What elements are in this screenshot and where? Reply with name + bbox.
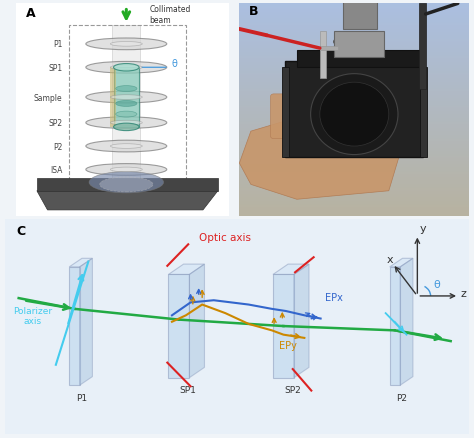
Ellipse shape bbox=[86, 117, 167, 129]
Polygon shape bbox=[390, 259, 413, 267]
Ellipse shape bbox=[86, 141, 167, 152]
Text: P2: P2 bbox=[396, 393, 408, 402]
Text: SP2: SP2 bbox=[284, 385, 301, 394]
Ellipse shape bbox=[86, 164, 167, 176]
Text: Polarizer
axis: Polarizer axis bbox=[13, 306, 52, 325]
Polygon shape bbox=[294, 265, 309, 378]
Ellipse shape bbox=[114, 124, 139, 131]
Polygon shape bbox=[190, 265, 204, 378]
Text: B: B bbox=[248, 5, 258, 18]
FancyBboxPatch shape bbox=[270, 95, 293, 139]
Ellipse shape bbox=[110, 168, 142, 173]
Polygon shape bbox=[168, 265, 204, 275]
Ellipse shape bbox=[116, 101, 137, 107]
Ellipse shape bbox=[110, 121, 142, 126]
Text: SP2: SP2 bbox=[48, 119, 63, 128]
Text: Sample: Sample bbox=[34, 93, 63, 102]
Circle shape bbox=[310, 74, 398, 155]
Ellipse shape bbox=[110, 66, 142, 71]
Text: P2: P2 bbox=[53, 142, 63, 151]
Polygon shape bbox=[239, 115, 400, 200]
Text: SP1: SP1 bbox=[180, 385, 197, 394]
Ellipse shape bbox=[86, 39, 167, 50]
Text: SP1: SP1 bbox=[48, 64, 63, 73]
Bar bbox=[320, 32, 326, 79]
Text: ISA: ISA bbox=[50, 166, 63, 175]
Bar bbox=[297, 51, 423, 68]
Bar bbox=[69, 25, 186, 200]
Ellipse shape bbox=[116, 86, 137, 92]
Polygon shape bbox=[273, 275, 294, 378]
Bar bbox=[114, 68, 139, 127]
Ellipse shape bbox=[110, 95, 142, 100]
Text: A: A bbox=[26, 7, 36, 20]
Bar bbox=[320, 47, 338, 51]
Text: P1: P1 bbox=[76, 393, 87, 402]
Text: Optic axis: Optic axis bbox=[200, 233, 251, 243]
Bar bbox=[334, 32, 384, 57]
Polygon shape bbox=[37, 191, 218, 210]
Ellipse shape bbox=[110, 42, 142, 47]
Polygon shape bbox=[80, 259, 92, 385]
Polygon shape bbox=[168, 275, 190, 378]
Polygon shape bbox=[69, 259, 92, 267]
Ellipse shape bbox=[86, 92, 167, 104]
Text: P1: P1 bbox=[53, 40, 63, 49]
Text: C: C bbox=[16, 224, 26, 237]
Bar bbox=[343, 0, 377, 30]
Ellipse shape bbox=[334, 35, 384, 50]
Bar bbox=[282, 68, 289, 157]
Circle shape bbox=[320, 83, 389, 147]
Text: EPx: EPx bbox=[325, 293, 343, 303]
FancyBboxPatch shape bbox=[13, 2, 231, 219]
FancyBboxPatch shape bbox=[293, 90, 316, 131]
Polygon shape bbox=[390, 267, 400, 385]
Bar bbox=[112, 25, 140, 191]
Ellipse shape bbox=[116, 112, 137, 118]
Bar bbox=[420, 68, 427, 157]
Polygon shape bbox=[37, 179, 218, 191]
Polygon shape bbox=[273, 265, 309, 275]
FancyBboxPatch shape bbox=[339, 103, 358, 135]
Ellipse shape bbox=[100, 177, 153, 192]
Bar bbox=[419, 4, 426, 89]
Text: Collimated
beam: Collimated beam bbox=[150, 5, 191, 25]
Ellipse shape bbox=[110, 145, 142, 149]
Ellipse shape bbox=[86, 62, 167, 74]
Polygon shape bbox=[400, 259, 413, 385]
FancyBboxPatch shape bbox=[2, 218, 472, 436]
Polygon shape bbox=[69, 267, 80, 385]
FancyBboxPatch shape bbox=[316, 92, 337, 129]
Bar bbox=[110, 68, 116, 127]
Text: θ: θ bbox=[171, 59, 177, 69]
Text: EPy: EPy bbox=[279, 340, 297, 350]
Ellipse shape bbox=[89, 172, 164, 194]
Ellipse shape bbox=[114, 64, 139, 72]
Bar bbox=[285, 62, 423, 157]
